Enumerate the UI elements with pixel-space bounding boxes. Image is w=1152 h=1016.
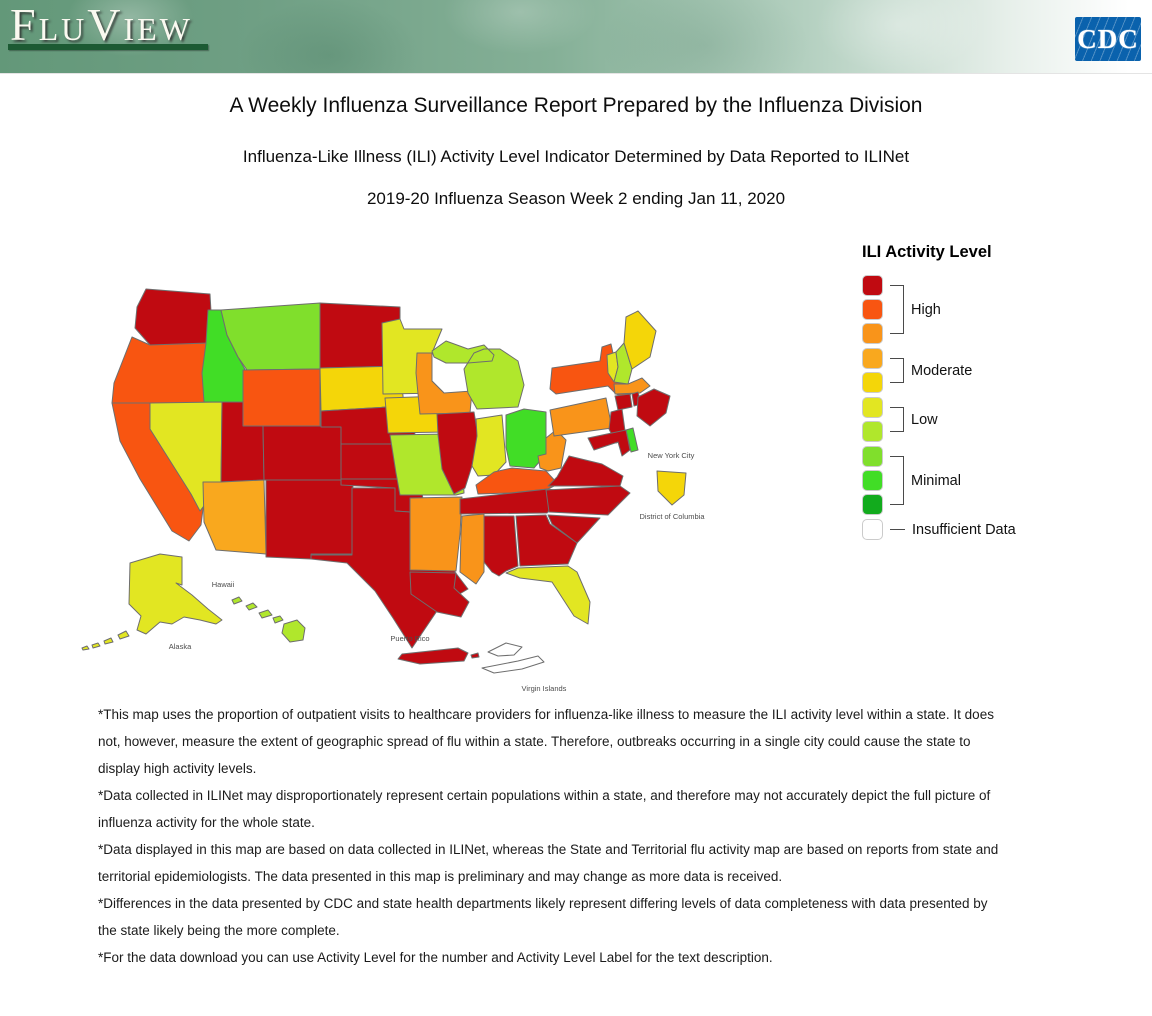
state-ct[interactable] [614,393,633,411]
title-subtitle: Influenza-Like Illness (ILI) Activity Le… [242,147,910,166]
state-wa[interactable] [134,288,214,348]
footnote: *For the data download you can use Activ… [98,950,773,965]
state-wy[interactable] [242,368,321,427]
footnotes: *This map uses the proportion of outpati… [98,701,1006,971]
footnote: *Data collected in ILINet may disproport… [98,788,991,830]
legend-group-label: High [911,301,941,318]
legend-swatch-level-6 [862,372,883,393]
legend-group-minimal: Minimal [862,446,1032,515]
state-nc[interactable] [545,485,631,516]
legend-swatch-insufficient [862,519,883,540]
title-main: A Weekly Influenza Surveillance Report P… [229,94,923,117]
state-la[interactable] [409,571,470,618]
state-va[interactable] [547,455,624,487]
label-district-of-columbia: District of Columbia [639,512,705,521]
label-alaska: Alaska [169,642,192,651]
legend-insufficient-label: Insufficient Data [912,521,1016,538]
header-banner: FluView [0,0,1152,74]
legend-swatch-level-7 [862,348,883,369]
state-me[interactable] [623,310,657,370]
map-labels-layer: New York City District of Columbia Hawai… [169,451,706,693]
ili-activity-map: New York City District of Columbia Hawai… [81,288,706,693]
legend-title: ILI Activity Level [862,243,992,261]
legend-swatch-level-9 [862,299,883,320]
state-co[interactable] [262,425,354,481]
legend-bracket [890,407,904,432]
state-ar[interactable] [409,496,463,572]
state-nyc[interactable] [636,388,671,427]
state-hi[interactable] [231,596,306,643]
footnote: *This map uses the proportion of outpati… [98,707,994,776]
state-or[interactable] [111,336,209,404]
legend-swatch-level-5 [862,397,883,418]
legend-swatch-level-2 [862,470,883,491]
footnote: *Data displayed in this map are based on… [98,842,999,884]
legend-group-high: High [862,275,1032,344]
cdc-logo-text: CDC [1077,23,1139,54]
legend-groups: High Moderate Low Minimal [862,275,1062,515]
state-dc[interactable] [656,470,687,506]
state-ak[interactable] [81,553,223,651]
legend-dash [890,529,905,530]
state-id[interactable] [201,309,248,403]
label-virgin-islands: Virgin Islands [522,684,567,693]
legend-group-label: Low [911,411,938,428]
state-wv[interactable] [537,429,567,472]
legend-group-label: Minimal [911,472,961,489]
fluview-underline [8,44,208,50]
state-ms[interactable] [459,513,485,585]
state-nm[interactable] [265,479,354,560]
legend: ILI Activity Level High Moderate Low Minima… [862,243,1062,540]
title-season-week: 2019-20 Influenza Season Week 2 ending J… [366,189,786,208]
legend-group-label: Moderate [911,362,973,379]
legend-group-moderate: Moderate [862,348,1032,393]
label-puerto-rico: Puerto Rico [390,634,429,643]
state-pa[interactable] [549,397,613,437]
state-pr[interactable] [397,647,480,665]
state-ma[interactable] [613,377,651,395]
legend-swatch-level-3 [862,446,883,467]
legend-swatch-level-10 [862,275,883,296]
states-layer [81,288,687,674]
legend-bracket [890,456,904,505]
fluview-logo: FluView [10,0,193,50]
state-fl[interactable] [505,565,591,625]
state-al[interactable] [483,515,519,577]
state-az[interactable] [202,479,267,555]
legend-insufficient-row: Insufficient Data [862,519,1062,540]
cdc-logo[interactable]: CDC [1075,17,1141,61]
legend-bracket [890,285,904,334]
state-in[interactable] [471,414,507,477]
state-ga[interactable] [515,514,578,567]
legend-bracket [890,358,904,383]
legend-swatch-level-8 [862,323,883,344]
state-il[interactable] [436,411,479,495]
state-md[interactable] [587,429,631,457]
legend-group-low: Low [862,397,1032,442]
state-mi[interactable] [431,340,525,410]
footnote: *Differences in the data presented by CD… [98,896,988,938]
label-hawaii: Hawaii [212,580,235,589]
state-de[interactable] [625,427,639,453]
legend-swatch-level-1 [862,494,883,515]
state-vi[interactable] [481,642,545,674]
label-new-york-city: New York City [648,451,695,460]
legend-swatch-level-4 [862,421,883,442]
